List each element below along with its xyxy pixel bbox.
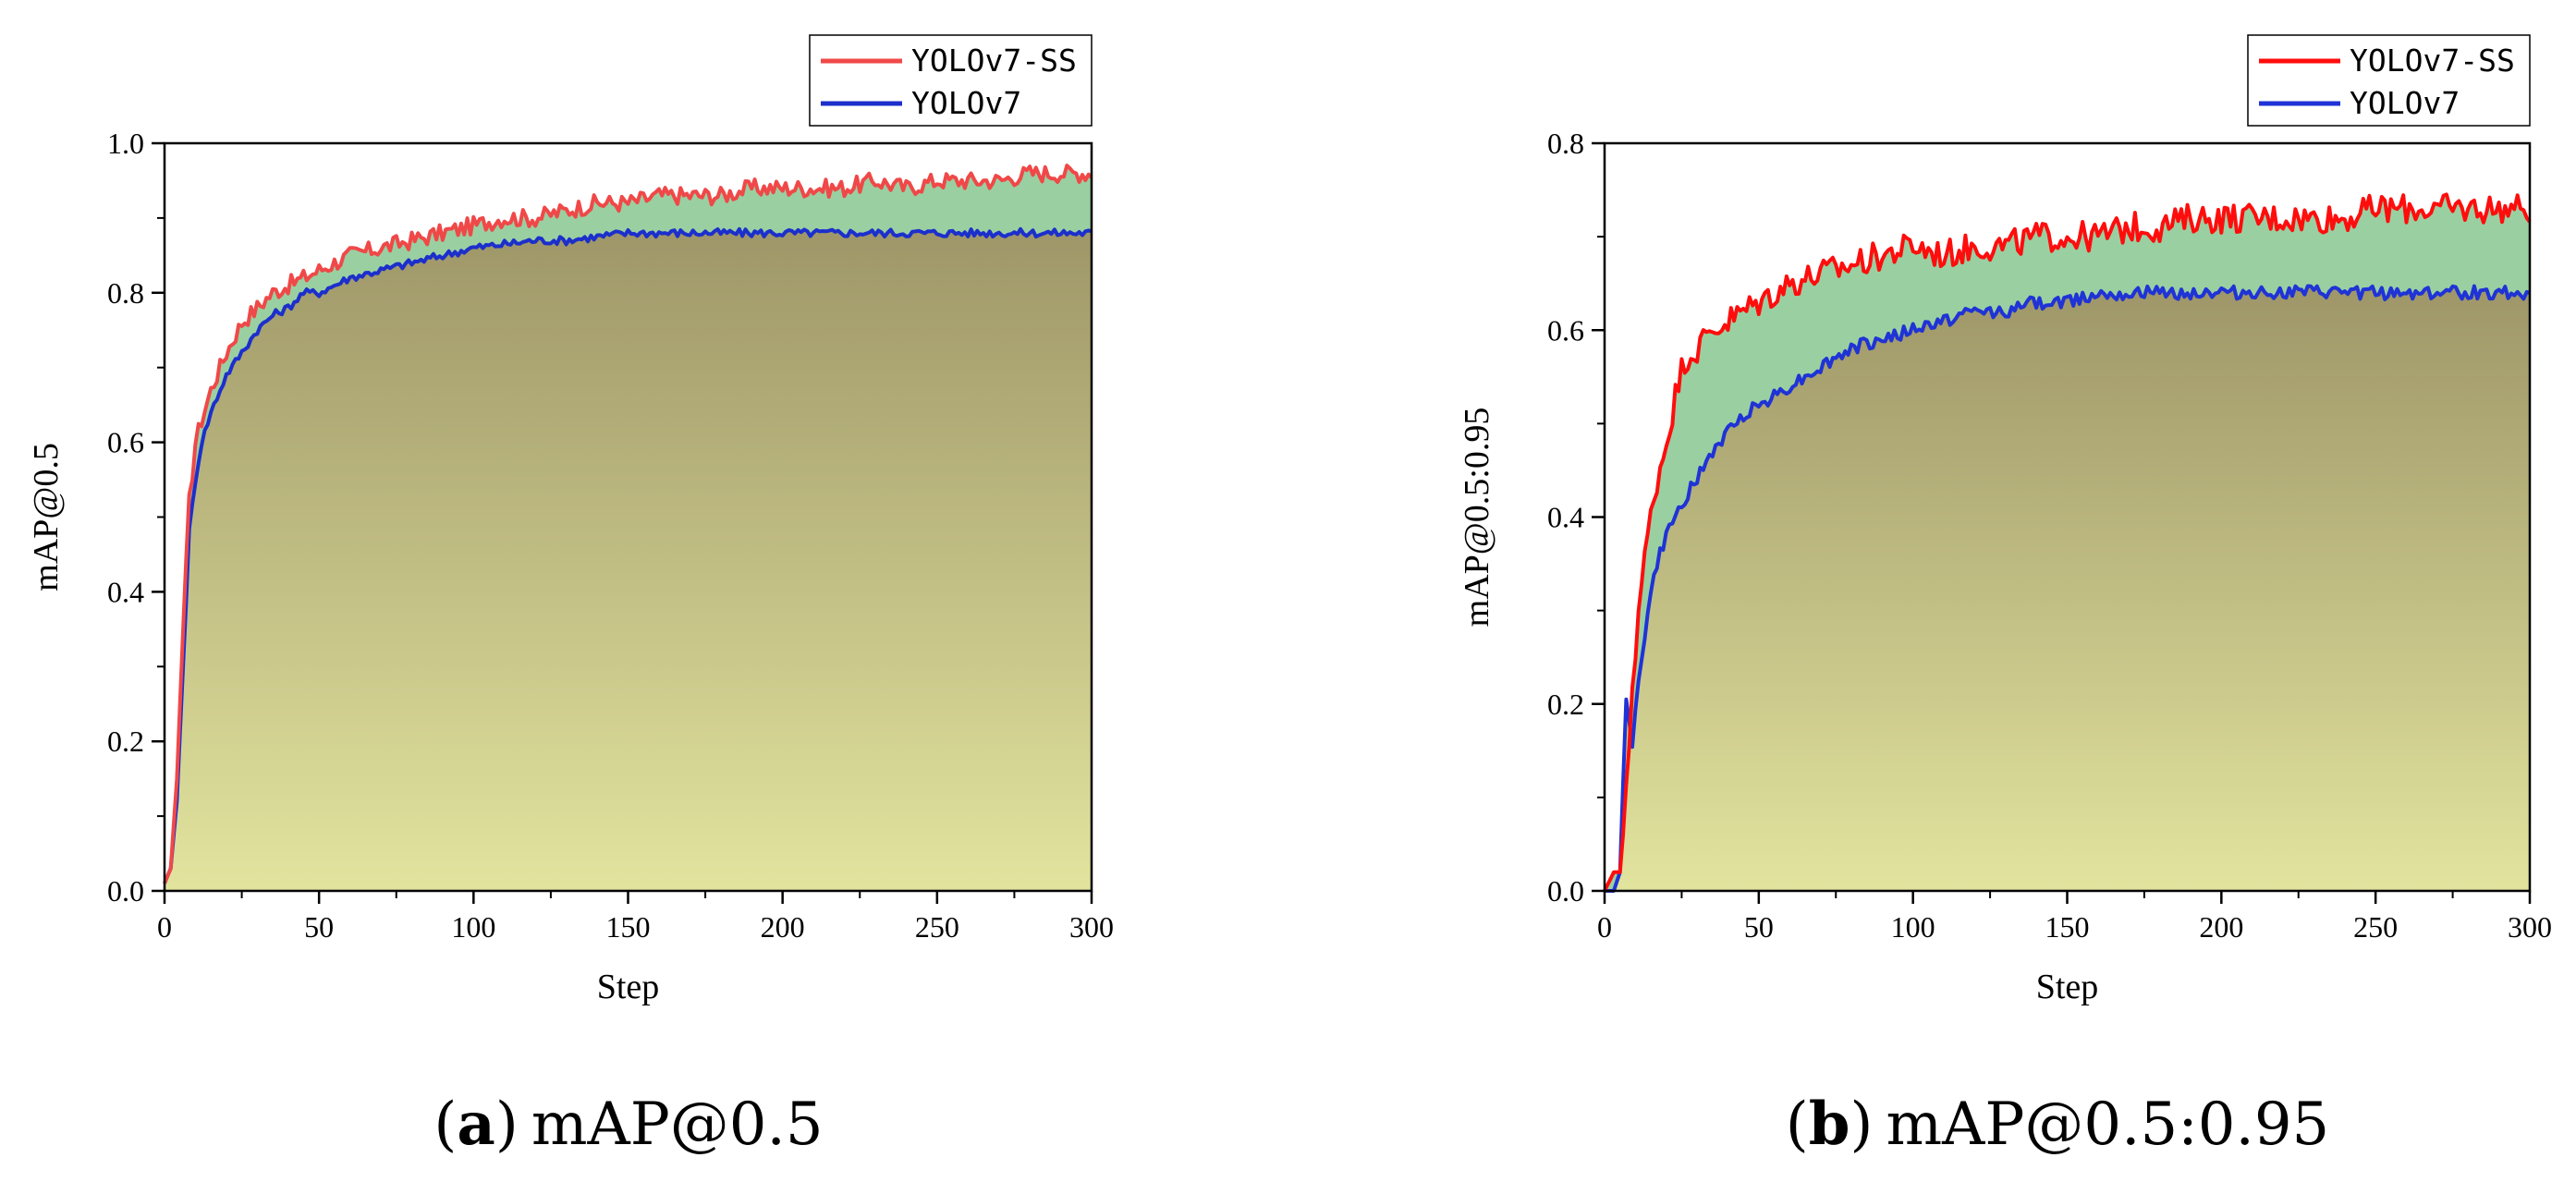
legend-label: YOLOv7-SS [911,43,1077,79]
y-tick-label: 0.4 [1547,501,1584,534]
y-axis-ticks: 0.0 0.2 0.4 0.6 0.8 1.0 [107,127,165,908]
x-tick-label: 150 [606,910,651,944]
x-tick-label: 200 [761,910,805,944]
x-tick-label: 150 [2045,910,2090,944]
caption-letter: b [1809,1090,1850,1159]
chart-panel-a: 0 50 100 150 200 250 300 0.0 0.2 0.4 0.6 0.8 1.0 St… [27,34,1114,1159]
y-axis-title: mAP@0.5:0.95 [1458,408,1496,627]
legend-label: YOLOv7 [911,85,1021,121]
x-axis-ticks: 0 50 100 150 200 250 300 [1597,891,2552,944]
x-tick-label: 250 [915,910,959,944]
y-tick-label: 1.0 [107,127,144,160]
y-axis-ticks: 0.0 0.2 0.4 0.6 0.8 [1547,127,1605,908]
baseline-area-fill [1605,286,2530,891]
caption-text: mAP@0.5 [531,1090,824,1159]
panel-caption: (a) mAP@0.5 [433,1090,823,1159]
y-tick-label: 0.0 [107,874,144,908]
series-line-yolov7 [163,226,1093,884]
area-fills [1605,194,2530,891]
y-tick-label: 0.2 [1547,688,1584,721]
chart-panel-b: 0 50 100 150 200 250 300 0.00.20.40.60.8 Step … [1458,34,2552,1159]
area-fills [165,165,1092,892]
y-tick-label: 0.4 [107,575,144,608]
caption-letter: a [457,1090,494,1159]
series-line-yolov7 [1605,284,2531,893]
legend-label: YOLOv7-SS [2350,43,2515,79]
series-line-yolov7-ss [1603,192,2532,892]
y-tick-label: 0.8 [107,276,144,310]
x-tick-label: 100 [1891,910,1935,944]
x-tick-label: 0 [157,910,172,944]
legend: YOLOv7-SS YOLOv7 [809,34,1093,127]
panel-caption: (b) mAP@0.5:0.95 [1786,1090,2330,1159]
y-tick-label: 0.6 [107,426,144,459]
series-lines [1603,192,2532,893]
x-tick-label: 250 [2353,910,2398,944]
x-tick-label: 200 [2199,910,2243,944]
caption-close-paren: ) [495,1090,519,1159]
series-line-yolov7-ss [163,164,1093,884]
legend-label: YOLOv7 [2350,85,2460,121]
caption-close-paren: ) [1850,1090,1873,1159]
x-tick-label: 100 [451,910,495,944]
legend-box [809,34,1093,127]
x-axis-title: Step [2036,968,2099,1006]
x-axis-ticks: 0 50 100 150 200 250 300 [157,891,1114,944]
x-tick-label: 0 [1597,910,1612,944]
x-tick-label: 50 [1744,910,1774,944]
x-tick-label: 50 [304,910,334,944]
y-tick-label: 0.8 [1547,127,1584,160]
series-lines [163,164,1093,884]
caption-open-paren: ( [1786,1090,1809,1159]
caption-open-paren: ( [433,1090,457,1159]
y-tick-label: 0.6 [1547,313,1584,347]
y-tick-label: 0.2 [107,725,144,758]
x-tick-label: 300 [1069,910,1114,944]
baseline-area-fill [165,228,1092,892]
legend: YOLOv7-SS YOLOv7 [2247,34,2531,127]
caption-text: mAP@0.5:0.95 [1886,1090,2329,1159]
y-axis-title: mAP@0.5 [27,443,66,591]
y-tick-label: 0.0 [1547,874,1584,908]
x-axis-title: Step [597,968,660,1006]
gap-area-fill [1605,194,2530,891]
legend-box [2247,34,2531,127]
x-tick-label: 300 [2508,910,2552,944]
